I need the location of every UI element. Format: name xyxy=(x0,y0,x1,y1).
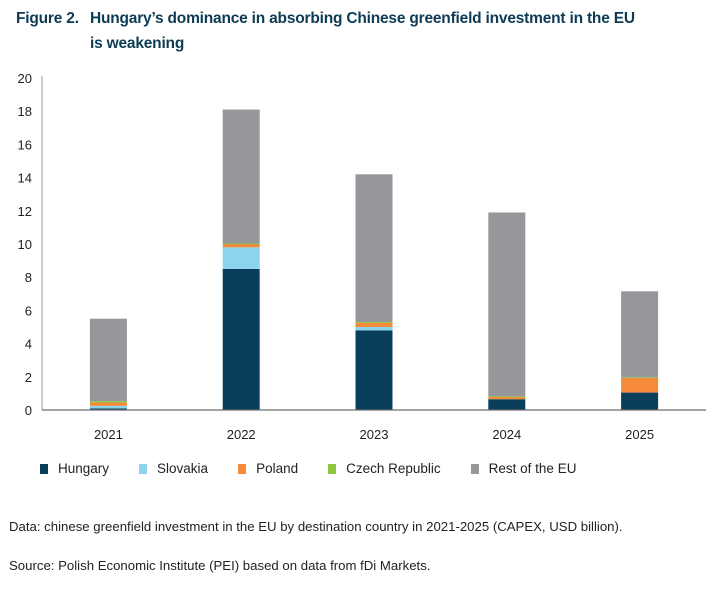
bar-rest-of-the-eu-2022 xyxy=(222,109,260,244)
legend-label: Czech Republic xyxy=(346,461,441,476)
bar-hungary-2023 xyxy=(355,330,393,410)
y-tick-label: 20 xyxy=(18,71,32,86)
figure-number: Figure 2. xyxy=(16,10,79,27)
title-line-1: Hungary’s dominance in absorbing Chinese… xyxy=(90,10,635,27)
bar-czech-republic-2023 xyxy=(355,322,393,323)
x-tick-label: 2021 xyxy=(94,427,123,442)
y-tick-label: 16 xyxy=(18,137,32,152)
figure-title: Figure 2. Hungary’s dominance in absorbin… xyxy=(16,6,635,56)
bar-rest-of-the-eu-2021 xyxy=(89,318,127,402)
bar-hungary-2022 xyxy=(222,268,260,410)
legend-label: Poland xyxy=(256,461,299,476)
legend-item: Czech Republic xyxy=(328,461,441,476)
y-tick-label: 18 xyxy=(18,104,32,119)
legend-swatch xyxy=(470,463,479,474)
y-tick-label: 2 xyxy=(25,370,32,385)
legend-item: Hungary xyxy=(40,461,109,476)
legend-swatch xyxy=(328,463,337,474)
legend-item: Poland xyxy=(238,461,298,476)
bar-poland-2025 xyxy=(621,377,659,393)
y-tick-label: 4 xyxy=(25,337,32,352)
bar-czech-republic-2024 xyxy=(488,396,526,398)
legend-swatch xyxy=(40,463,48,474)
bar-poland-2024 xyxy=(488,396,526,400)
bar-czech-republic-2022 xyxy=(222,243,260,245)
legend-item: Rest of the EU xyxy=(470,461,577,476)
bar-czech-republic-2025 xyxy=(621,377,659,379)
y-tick-label: 12 xyxy=(18,204,32,219)
bar-poland-2021 xyxy=(89,402,127,406)
y-tick-label: 14 xyxy=(18,171,32,186)
title-line-2: is weakening xyxy=(90,35,185,52)
bar-poland-2023 xyxy=(355,322,393,327)
bar-rest-of-the-eu-2023 xyxy=(355,174,393,323)
legend-swatch xyxy=(139,463,148,474)
stacked-bar-chart: 0 2 4 6 8 10 12 14 16 18 20 2021 2022 2023 2024 2025 xyxy=(18,71,706,442)
x-tick-label: 2024 xyxy=(492,427,521,442)
legend-swatch xyxy=(238,463,247,474)
bar-czech-republic-2021 xyxy=(89,401,127,403)
legend-label: Slovakia xyxy=(157,461,209,476)
y-tick-label: 8 xyxy=(25,270,32,285)
legend: Hungary Slovakia Poland Czech Republic Rest … xyxy=(40,461,606,476)
legend-label: Rest of the EU xyxy=(488,461,577,476)
bar-poland-2022 xyxy=(222,244,260,248)
bar-rest-of-the-eu-2024 xyxy=(488,212,526,397)
x-tick-label: 2023 xyxy=(360,427,389,442)
y-tick-label: 10 xyxy=(18,237,32,252)
x-tick-label: 2025 xyxy=(625,427,654,442)
bar-slovakia-2021 xyxy=(89,405,127,409)
x-tick-label: 2022 xyxy=(227,427,256,442)
legend-label: Hungary xyxy=(58,461,110,476)
source-note: Source: Polish Economic Institute (PEI) … xyxy=(9,558,431,573)
bar-slovakia-2023 xyxy=(355,327,393,331)
bar-rest-of-the-eu-2025 xyxy=(621,291,659,378)
y-tick-label: 6 xyxy=(25,303,32,318)
data-note: Data: chinese greenfield investment in t… xyxy=(9,519,623,534)
y-tick-label: 0 xyxy=(25,403,32,418)
bar-hungary-2024 xyxy=(488,399,526,410)
bar-slovakia-2022 xyxy=(222,247,260,269)
bar-hungary-2025 xyxy=(621,392,659,410)
bar-hungary-2021 xyxy=(89,408,127,410)
legend-item: Slovakia xyxy=(139,461,208,476)
